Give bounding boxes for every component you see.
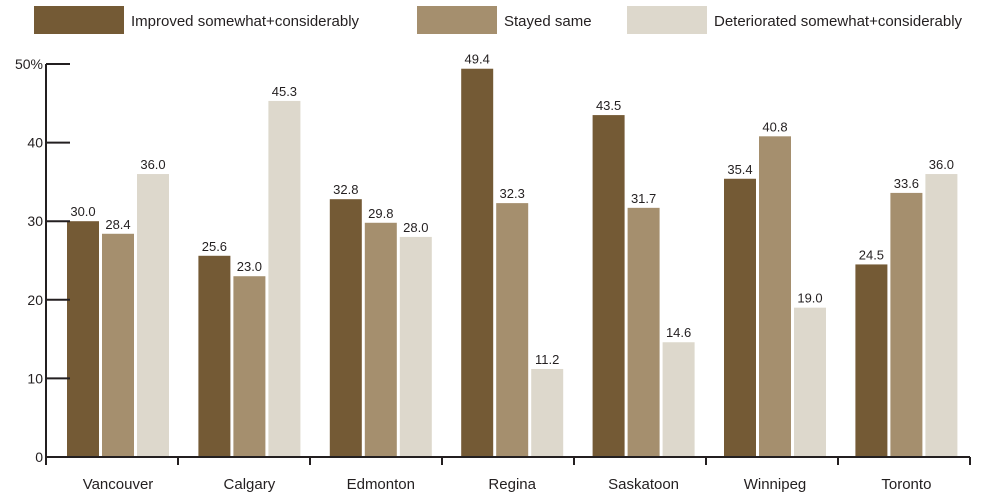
x-tick-label-edmonton: Edmonton: [347, 476, 415, 493]
bar-calgary-improved-somewhat-considerably: [198, 255, 231, 457]
y-tick-label-20: 20: [27, 292, 43, 308]
bar-calgary-deteriorated-somewhat-considerably: [268, 100, 301, 457]
bar-edmonton-improved-somewhat-considerably: [329, 199, 362, 457]
bars-layer: [67, 68, 958, 458]
value-label-regina-deteriorated-somewhat-considerably: 11.2: [535, 352, 559, 367]
value-label-saskatoon-deteriorated-somewhat-considerably: 14.6: [666, 325, 691, 340]
y-tick-label-0: 0: [35, 449, 43, 465]
y-axis: 0 10 20 30 40 50%: [15, 56, 70, 465]
value-label-toronto-deteriorated-somewhat-considerably: 36.0: [929, 157, 954, 172]
legend-label-deteriorated-somewhat-considerably: Deteriorated somewhat+considerably: [714, 13, 963, 30]
bar-winnipeg-stayed-same: [759, 136, 791, 457]
bar-calgary-stayed-same: [233, 276, 266, 457]
bar-vancouver-improved-somewhat-considerably: [67, 221, 99, 457]
bar-toronto-improved-somewhat-considerably: [855, 264, 888, 457]
bar-edmonton-deteriorated-somewhat-considerably: [399, 236, 432, 457]
bar-vancouver-stayed-same: [102, 233, 134, 457]
value-label-edmonton-stayed-same: 29.8: [368, 206, 393, 221]
value-label-winnipeg-deteriorated-somewhat-considerably: 19.0: [797, 291, 822, 306]
value-label-regina-stayed-same: 32.3: [500, 186, 525, 201]
y-tick-label-30: 30: [27, 213, 43, 229]
x-tick-label-winnipeg: Winnipeg: [744, 476, 807, 493]
bar-regina-stayed-same: [496, 203, 529, 457]
bar-winnipeg-improved-somewhat-considerably: [724, 178, 756, 458]
value-label-vancouver-stayed-same: 28.4: [105, 217, 130, 232]
value-label-calgary-improved-somewhat-considerably: 25.6: [202, 239, 227, 254]
bar-saskatoon-stayed-same: [627, 207, 660, 457]
x-tick-label-regina: Regina: [488, 476, 536, 493]
value-label-vancouver-deteriorated-somewhat-considerably: 36.0: [140, 157, 165, 172]
x-tick-label-calgary: Calgary: [224, 476, 276, 493]
value-label-toronto-stayed-same: 33.6: [894, 176, 919, 191]
bar-edmonton-stayed-same: [364, 222, 397, 457]
y-tick-label-50: 50%: [15, 56, 43, 72]
y-tick-label-10: 10: [27, 370, 43, 386]
value-label-toronto-improved-somewhat-considerably: 24.5: [859, 247, 884, 262]
x-axis: Vancouver Calgary Edmonton Regina Saskatoon W…: [45, 456, 971, 493]
legend-label-improved-somewhat-considerably: Improved somewhat+considerably: [131, 13, 360, 30]
value-label-calgary-deteriorated-somewhat-considerably: 45.3: [272, 84, 297, 99]
value-label-edmonton-deteriorated-somewhat-considerably: 28.0: [403, 220, 428, 235]
value-labels-layer: 30.0 28.4 36.0 25.6 23.0 45.3 32.8 29.8 28.0 49.4…: [70, 52, 954, 367]
bar-saskatoon-improved-somewhat-considerably: [592, 115, 625, 457]
bar-saskatoon-deteriorated-somewhat-considerably: [662, 342, 695, 457]
x-tick-label-vancouver: Vancouver: [83, 476, 154, 493]
bar-toronto-deteriorated-somewhat-considerably: [925, 174, 958, 458]
value-label-saskatoon-improved-somewhat-considerably: 43.5: [596, 98, 621, 113]
bar-regina-improved-somewhat-considerably: [461, 68, 494, 457]
chart-legend: Improved somewhat+considerably Stayed sam…: [34, 6, 963, 34]
legend-swatch-improved-somewhat-considerably: [34, 6, 124, 34]
value-label-calgary-stayed-same: 23.0: [237, 259, 262, 274]
value-label-vancouver-improved-somewhat-considerably: 30.0: [70, 204, 95, 219]
bar-regina-deteriorated-somewhat-considerably: [531, 368, 564, 457]
value-label-regina-improved-somewhat-considerably: 49.4: [465, 52, 490, 67]
legend-swatch-stayed-same: [417, 6, 497, 34]
x-tick-label-toronto: Toronto: [881, 476, 931, 493]
x-tick-label-saskatoon: Saskatoon: [608, 476, 679, 493]
legend-label-stayed-same: Stayed same: [504, 13, 592, 30]
bar-winnipeg-deteriorated-somewhat-considerably: [794, 307, 826, 457]
bar-vancouver-deteriorated-somewhat-considerably: [137, 174, 169, 458]
value-label-winnipeg-stayed-same: 40.8: [762, 119, 787, 134]
legend-swatch-deteriorated-somewhat-considerably: [627, 6, 707, 34]
value-label-saskatoon-stayed-same: 31.7: [631, 191, 656, 206]
y-tick-label-40: 40: [27, 135, 43, 151]
value-label-edmonton-improved-somewhat-considerably: 32.8: [333, 182, 358, 197]
value-label-winnipeg-improved-somewhat-considerably: 35.4: [727, 162, 752, 177]
bar-toronto-stayed-same: [890, 192, 923, 458]
